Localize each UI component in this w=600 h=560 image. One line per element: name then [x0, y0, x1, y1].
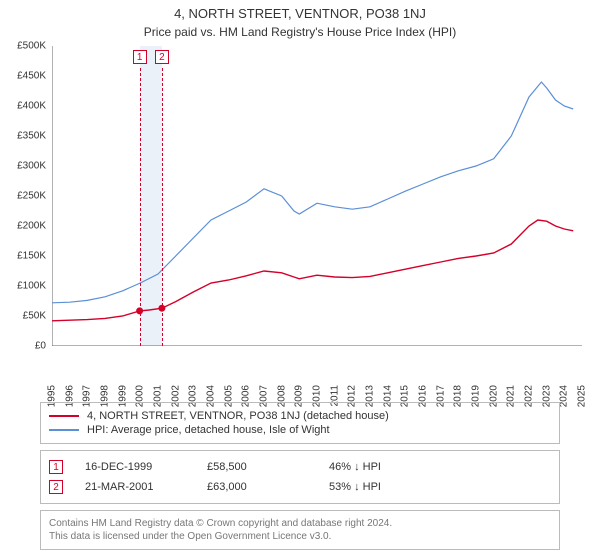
sale-row: 2 21-MAR-2001 £63,000 53% ↓ HPI	[49, 477, 551, 497]
y-tick-label: £300K	[17, 161, 46, 172]
y-tick-label: £50K	[23, 311, 46, 322]
y-tick-label: £400K	[17, 101, 46, 112]
sale-delta: 46% ↓ HPI	[329, 461, 429, 473]
legend-swatch	[49, 415, 79, 417]
attribution-line: This data is licensed under the Open Gov…	[49, 530, 551, 543]
callout-line	[162, 68, 163, 346]
y-tick-label: £200K	[17, 221, 46, 232]
sale-price: £63,000	[207, 481, 307, 493]
legend-label: HPI: Average price, detached house, Isle…	[87, 424, 330, 436]
callout-marker: 2	[155, 50, 169, 64]
y-tick-label: £350K	[17, 131, 46, 142]
y-tick-label: £0	[35, 341, 46, 352]
series-hpi	[52, 82, 573, 303]
y-tick-label: £450K	[17, 71, 46, 82]
y-tick-label: £150K	[17, 251, 46, 262]
chart: £0 £50K £100K £150K £200K £250K £300K £350K £400…	[0, 46, 600, 396]
y-tick-label: £500K	[17, 41, 46, 52]
sale-delta: 53% ↓ HPI	[329, 481, 429, 493]
legend-item: HPI: Average price, detached house, Isle…	[49, 423, 551, 437]
sale-date: 16-DEC-1999	[85, 461, 185, 473]
callout-line	[140, 68, 141, 346]
attribution-line: Contains HM Land Registry data © Crown c…	[49, 517, 551, 530]
x-axis: 1995199619971998199920002001200220032004…	[52, 348, 582, 396]
sale-marker: 2	[49, 480, 63, 494]
x-tick-label: 2025	[577, 385, 588, 407]
page-subtitle: Price paid vs. HM Land Registry's House …	[0, 21, 600, 39]
sales-table: 1 16-DEC-1999 £58,500 46% ↓ HPI 2 21-MAR-2001…	[40, 450, 560, 504]
y-axis: £0£50K£100K£150K£200K£250K£300K£350K£400…	[0, 46, 50, 346]
series-price_paid	[52, 220, 573, 321]
chart-svg	[52, 46, 582, 346]
plot-area: 12	[52, 46, 582, 346]
legend-label: 4, NORTH STREET, VENTNOR, PO38 1NJ (deta…	[87, 410, 389, 422]
page-title: 4, NORTH STREET, VENTNOR, PO38 1NJ	[0, 0, 600, 21]
y-tick-label: £250K	[17, 191, 46, 202]
sale-row: 1 16-DEC-1999 £58,500 46% ↓ HPI	[49, 457, 551, 477]
x-tick-label: 2024	[559, 385, 570, 407]
y-tick-label: £100K	[17, 281, 46, 292]
legend-swatch	[49, 429, 79, 431]
sale-date: 21-MAR-2001	[85, 481, 185, 493]
legend-item: 4, NORTH STREET, VENTNOR, PO38 1NJ (deta…	[49, 409, 551, 423]
sale-marker: 1	[49, 460, 63, 474]
legend: 4, NORTH STREET, VENTNOR, PO38 1NJ (deta…	[40, 402, 560, 444]
sale-price: £58,500	[207, 461, 307, 473]
attribution: Contains HM Land Registry data © Crown c…	[40, 510, 560, 550]
callout-marker: 1	[133, 50, 147, 64]
